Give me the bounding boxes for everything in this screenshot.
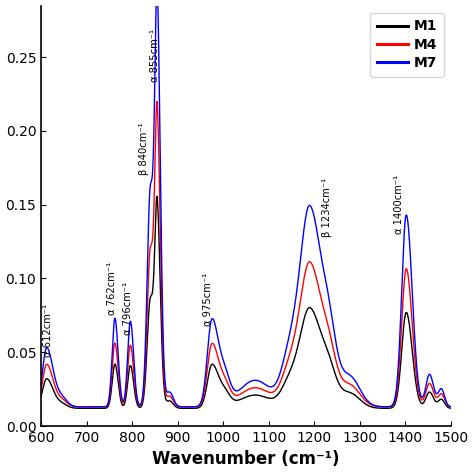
Line: M7: M7 xyxy=(41,0,451,407)
Line: M1: M1 xyxy=(41,196,451,408)
M1 xyxy=(396,379,402,385)
M7 xyxy=(396,351,402,357)
M7 xyxy=(440,389,446,394)
M4 xyxy=(154,99,160,104)
M1 xyxy=(213,367,219,373)
Text: α 975cm⁻¹: α 975cm⁻¹ xyxy=(203,273,213,326)
M7 xyxy=(85,404,91,410)
M7 xyxy=(93,404,99,410)
M1 xyxy=(38,393,44,399)
M1 xyxy=(440,398,446,403)
M4 xyxy=(213,349,219,355)
M7 xyxy=(109,347,115,353)
M4 xyxy=(93,404,99,410)
M4 xyxy=(196,403,201,409)
Text: α 1400cm⁻¹: α 1400cm⁻¹ xyxy=(393,175,403,234)
M4 xyxy=(440,393,446,399)
Text: β 1234cm⁻¹: β 1234cm⁻¹ xyxy=(321,178,332,237)
Legend: M1, M4, M7: M1, M4, M7 xyxy=(371,12,444,77)
M7 xyxy=(196,403,201,409)
Text: α 796cm⁻¹: α 796cm⁻¹ xyxy=(123,282,133,335)
Text: α 762cm⁻¹: α 762cm⁻¹ xyxy=(107,262,117,315)
M1 xyxy=(93,405,99,411)
Text: β 840cm⁻¹: β 840cm⁻¹ xyxy=(139,123,149,175)
M7 xyxy=(38,380,44,385)
Text: α 855cm⁻¹: α 855cm⁻¹ xyxy=(149,29,160,82)
Line: M4: M4 xyxy=(41,101,451,407)
Text: α 612cm⁻¹: α 612cm⁻¹ xyxy=(43,303,53,357)
M4 xyxy=(396,366,402,372)
M7 xyxy=(448,404,454,410)
M1 xyxy=(448,405,454,411)
M4 xyxy=(38,386,44,392)
M1 xyxy=(109,377,115,383)
M1 xyxy=(196,405,201,410)
M7 xyxy=(213,327,219,333)
M4 xyxy=(448,404,454,410)
M1 xyxy=(85,405,91,411)
M1 xyxy=(154,193,160,199)
M4 xyxy=(85,404,91,410)
X-axis label: Wavenumber (cm⁻¹): Wavenumber (cm⁻¹) xyxy=(152,450,340,468)
M4 xyxy=(109,363,115,369)
